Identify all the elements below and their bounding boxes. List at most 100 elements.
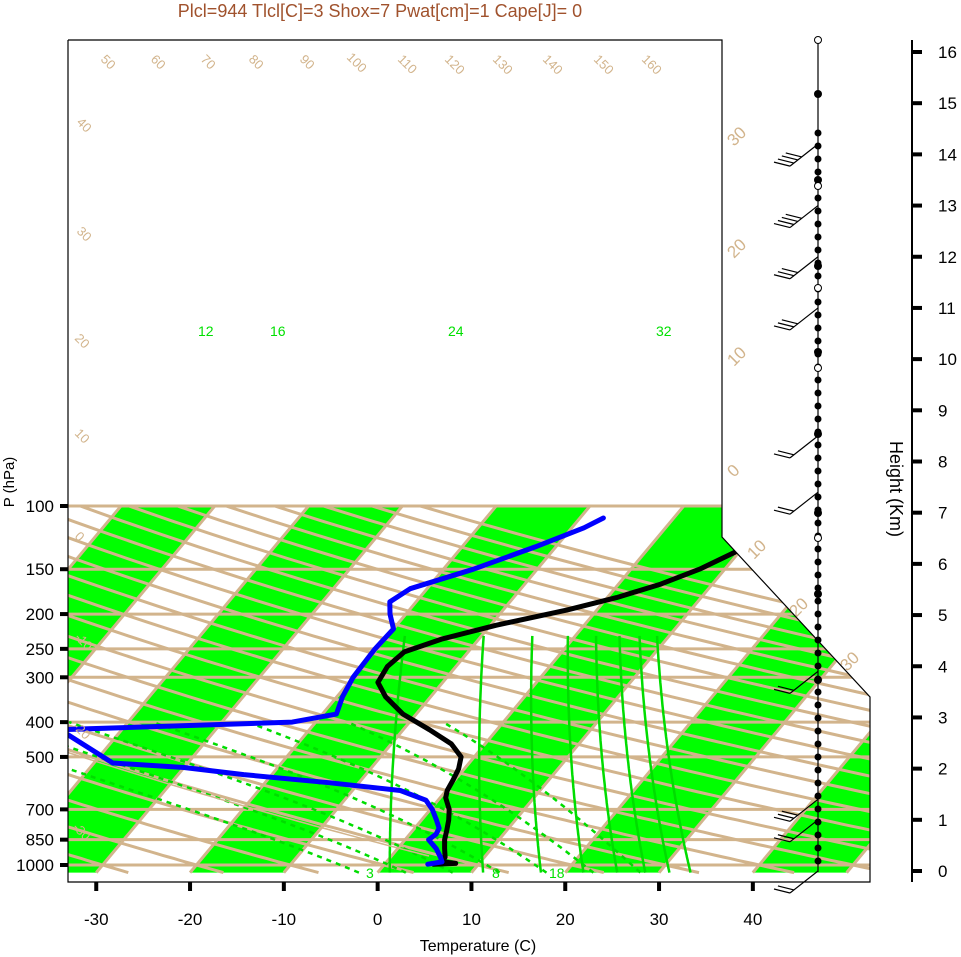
dry-adiabat	[68, 504, 870, 875]
wind-level-dot	[814, 311, 822, 319]
wind-barb-flag	[781, 155, 798, 161]
wind-level-dot	[814, 493, 822, 501]
dry-adiabat	[68, 504, 700, 875]
mixing-ratio-label: 16	[270, 323, 286, 339]
wind-level-dot	[814, 676, 822, 684]
parcel-path	[68, 631, 430, 857]
isotherm-line	[470, 505, 779, 874]
wind-barb-flag	[773, 888, 791, 894]
wind-level-dot	[814, 509, 822, 517]
wind-barb-staff	[789, 435, 819, 459]
dry-adiabat-label: 50	[98, 52, 119, 73]
y-axis-label: P (hPa)	[1, 457, 18, 508]
height-tick-label: 0	[938, 862, 947, 881]
wind-level-dot	[814, 688, 822, 696]
wind-level-dot	[814, 142, 822, 150]
wind-level-dot	[814, 519, 822, 527]
isotherm-label: 30	[74, 224, 95, 245]
dry-adiabat	[274, 504, 870, 875]
isotherm-line	[657, 505, 870, 874]
dry-adiabat	[225, 504, 870, 875]
wind-barb-flag	[781, 216, 798, 222]
wind-level-dot	[814, 454, 822, 462]
wind-level-dot	[814, 376, 822, 384]
wind-barb-flag	[777, 271, 795, 277]
plot-frame	[67, 39, 871, 883]
wind-level-open-dot	[814, 182, 822, 190]
isotherm-line	[188, 505, 498, 874]
isotherm-label: 10	[72, 426, 93, 447]
dry-adiabat-label: 160	[639, 52, 665, 78]
isotherm-label: 40	[74, 115, 95, 136]
y-tick-label: 700	[26, 800, 54, 819]
wind-barb-flag	[777, 450, 795, 456]
height-tick-label: 14	[938, 145, 957, 164]
wind-level-dot	[814, 441, 822, 449]
dewpoint-line	[68, 515, 606, 867]
wind-level-dot	[814, 597, 822, 605]
wind-level-dot	[814, 740, 822, 748]
height-tick-label: 6	[938, 555, 947, 574]
isotherm-label: 20	[72, 331, 93, 352]
y-tick-label: 300	[26, 668, 54, 687]
isotherm-label-right: 30	[723, 123, 750, 150]
saturated-adiabat-label: 8	[492, 865, 500, 881]
wind-level-dot	[814, 194, 822, 202]
height-tick-label: 9	[938, 401, 947, 420]
wind-level-dot	[814, 467, 822, 475]
isotherm-line	[751, 505, 870, 874]
wind-barb-flag	[777, 834, 795, 840]
saturated-adiabat-label: 18	[549, 865, 565, 881]
wind-barb-flag	[773, 222, 791, 229]
wind-level-dot	[814, 662, 822, 670]
wind-level-dot	[814, 701, 822, 709]
y-tick-label: 250	[26, 640, 54, 659]
wind-level-dot	[814, 337, 822, 345]
wind-level-dot	[814, 168, 822, 176]
mixing-ratio-label: 24	[448, 323, 464, 339]
wind-barb-flag	[777, 322, 795, 328]
wind-level-dot	[814, 480, 822, 488]
wind-level-dot	[814, 233, 822, 241]
wind-level-dot	[814, 348, 822, 356]
wind-barb-flag	[781, 268, 798, 274]
wind-barb-flag	[777, 219, 795, 226]
wind-level-dot	[814, 176, 822, 184]
wind-level-dot	[814, 766, 822, 774]
wind-level-dot	[814, 430, 822, 438]
isotherm-line	[68, 505, 123, 874]
wind-barb-flag	[777, 685, 795, 691]
dry-adiabat	[68, 504, 319, 875]
height-tick-label: 7	[938, 504, 947, 523]
wind-level-dot	[814, 623, 822, 631]
y-tick-label: 200	[26, 605, 54, 624]
sounding-profiles	[68, 503, 836, 867]
dry-adiabat	[68, 504, 870, 875]
height-tick-label: 16	[938, 43, 957, 62]
wind-barb-flag	[773, 161, 791, 167]
wind-level-dot	[814, 792, 822, 800]
x-tick-label: 0	[373, 910, 382, 929]
isotherm-label-right: 10	[743, 536, 770, 563]
wind-barb-staff	[789, 491, 819, 515]
isotherm-label-right: 0	[723, 461, 743, 481]
dry-adiabat	[68, 504, 414, 875]
wind-barb-staff	[789, 670, 819, 694]
wind-level-dot	[814, 857, 822, 865]
dry-adiabat-label: 70	[198, 52, 219, 73]
saturated-adiabat	[68, 720, 360, 874]
wind-level-dot	[814, 272, 822, 280]
wind-level-dot	[814, 753, 822, 761]
x-axis: -30 -20 -10 0 10 20 30 40	[84, 882, 762, 929]
wind-level-dot	[814, 246, 822, 254]
wind-level-dot	[814, 129, 822, 137]
x-tick-label: -10	[272, 910, 297, 929]
wind-barb-staff	[789, 205, 819, 229]
wind-level-dot	[814, 714, 822, 722]
isotherm-line	[0, 506, 27, 873]
wind-level-dot	[814, 402, 822, 410]
x-axis-label: Temperature (C)	[420, 938, 536, 955]
wind-barb-staff	[789, 256, 819, 280]
dry-adiabat	[68, 504, 870, 875]
